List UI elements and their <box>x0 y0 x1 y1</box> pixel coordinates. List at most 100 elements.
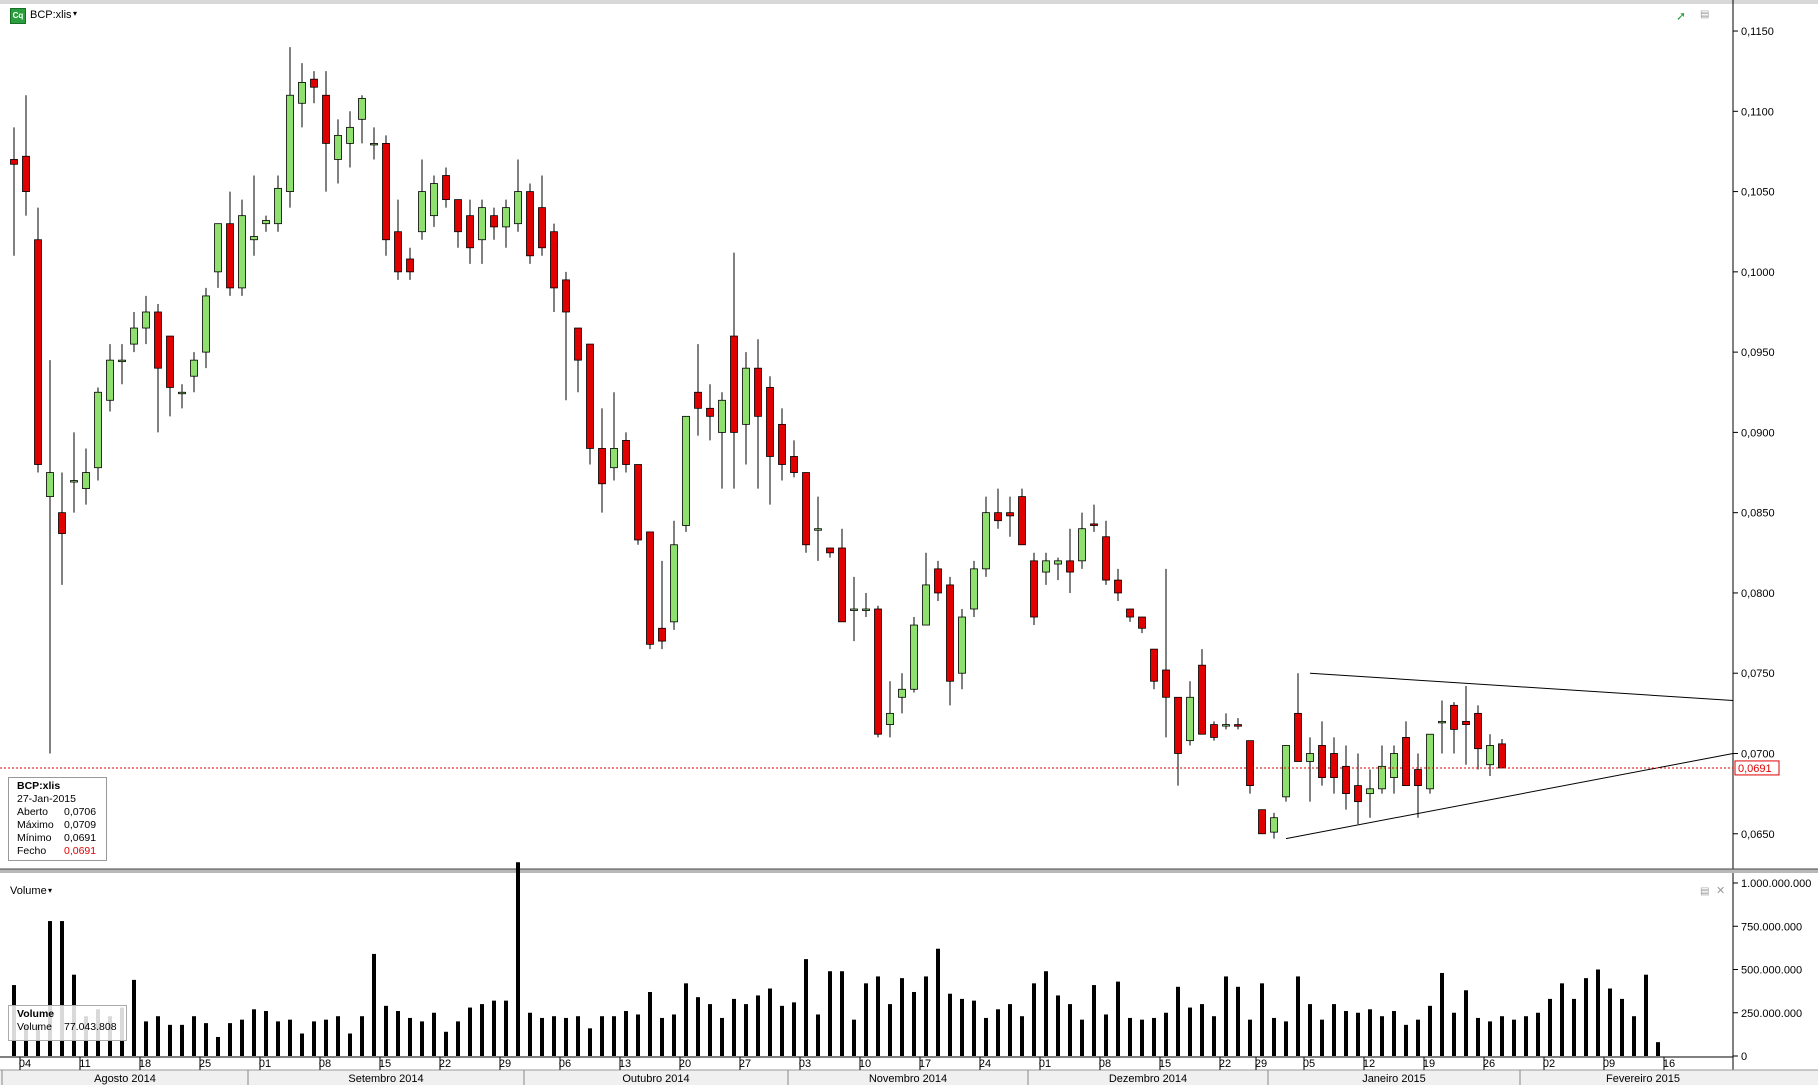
candle-body <box>1054 560 1062 565</box>
volume-dropdown-icon[interactable]: ▾ <box>48 886 53 895</box>
candle-body <box>526 191 534 257</box>
top-bar <box>0 0 1818 4</box>
info-title: BCP:xlis <box>17 780 61 792</box>
day-tick-label: 18 <box>139 1058 151 1070</box>
candle-body <box>742 367 750 425</box>
volume-bar <box>1512 1019 1516 1056</box>
volume-bar <box>336 1016 340 1056</box>
candle-body <box>34 239 42 465</box>
volume-bar <box>204 1023 208 1056</box>
day-tick-label: 24 <box>979 1058 991 1070</box>
candle-body <box>598 448 606 485</box>
candle-body <box>1294 712 1302 762</box>
volume-bar <box>1584 978 1588 1056</box>
candle-body <box>946 584 954 682</box>
candle-body <box>238 215 246 289</box>
candle-body <box>214 223 222 273</box>
trend-arrow-icon[interactable]: ➚ <box>1676 9 1687 23</box>
volume-bar <box>936 948 940 1056</box>
volume-bar <box>1164 1012 1168 1056</box>
candle-body <box>418 191 426 233</box>
volume-bar <box>1656 1042 1660 1056</box>
day-tick-label: 03 <box>799 1058 811 1070</box>
candle-body <box>166 335 174 388</box>
candle-body <box>1090 523 1098 526</box>
candle-body <box>814 528 822 531</box>
volume-panel-label[interactable]: Volume <box>10 885 47 897</box>
volume-bar <box>348 1033 352 1056</box>
volume-series <box>12 862 1660 1056</box>
volume-bar <box>60 921 64 1056</box>
candle-body <box>1486 745 1494 766</box>
symbol-label[interactable]: BCP:xlis <box>30 9 72 21</box>
volume-bar <box>792 1002 796 1056</box>
candle-body <box>1042 560 1050 573</box>
volume-bar <box>1260 983 1264 1056</box>
day-tick-label: 05 <box>1303 1058 1315 1070</box>
candle-body <box>1210 724 1218 738</box>
candle-body <box>970 568 978 610</box>
volume-bar <box>768 988 772 1056</box>
candle-body <box>646 531 654 645</box>
volume-bar <box>948 993 952 1056</box>
volume-bar <box>1044 971 1048 1056</box>
volume-bar <box>48 921 52 1056</box>
candle-body <box>574 327 582 361</box>
volume-bar <box>564 1017 568 1056</box>
volume-bar <box>972 1000 976 1056</box>
day-tick-label: 08 <box>1099 1058 1111 1070</box>
volume-tick-label: 250.000.000 <box>1741 1008 1802 1020</box>
candle-body <box>958 616 966 674</box>
candle-body <box>1306 753 1314 762</box>
volume-bar <box>1092 985 1096 1056</box>
candle-body <box>634 464 642 541</box>
window-icon[interactable]: ▤ <box>1700 9 1710 20</box>
candle-body <box>1402 737 1410 786</box>
volume-bar <box>1104 1014 1108 1056</box>
day-tick-label: 08 <box>319 1058 331 1070</box>
volume-bar <box>156 1016 160 1056</box>
day-tick-label: 15 <box>379 1058 391 1070</box>
volume-bar <box>696 997 700 1056</box>
volume-bar <box>1620 998 1624 1056</box>
volume-bar <box>1440 972 1444 1056</box>
close-icon[interactable]: ✕ <box>1716 885 1726 897</box>
info-date: 27-Jan-2015 <box>17 793 76 805</box>
volume-bar <box>1212 1016 1216 1056</box>
candle-body <box>1150 648 1158 682</box>
candle-body <box>1066 560 1074 573</box>
candle-body <box>262 220 270 225</box>
volume-bar <box>720 1017 724 1056</box>
window-icon[interactable]: ▤ <box>1700 886 1710 897</box>
volume-bar <box>756 995 760 1056</box>
day-tick-label: 11 <box>79 1058 90 1070</box>
volume-bar <box>912 991 916 1056</box>
panel-divider <box>0 869 1818 873</box>
candle-body <box>490 215 498 228</box>
last-price-box <box>1734 760 1780 776</box>
candle-body <box>322 94 330 144</box>
volume-bar <box>480 1004 484 1056</box>
candle-body <box>1414 769 1422 786</box>
candle-body <box>1426 733 1434 790</box>
candle-body <box>1102 536 1110 581</box>
volume-bar <box>864 983 868 1056</box>
day-tick-label: 04 <box>19 1058 31 1070</box>
price-tick-label: 0,0850 <box>1741 508 1775 520</box>
volume-bar <box>1404 1024 1408 1056</box>
month-label: Janeiro 2015 <box>1362 1073 1426 1085</box>
volume-bar <box>228 1023 232 1056</box>
symbol-dropdown-icon[interactable]: ▾ <box>73 9 78 18</box>
price-tick-label: 0,1100 <box>1741 106 1774 118</box>
candle-body <box>94 391 102 469</box>
volume-bar <box>1332 1004 1336 1056</box>
price-tick-label: 0,1050 <box>1741 187 1775 199</box>
month-label: Dezembro 2014 <box>1109 1073 1187 1085</box>
candle-body <box>1438 720 1446 724</box>
volume-bar <box>1632 1016 1636 1056</box>
candle-body <box>226 223 234 289</box>
volume-bar <box>1392 1011 1396 1056</box>
symbol-badge-icon[interactable]: Cq <box>10 8 26 24</box>
candle-body <box>286 94 294 192</box>
